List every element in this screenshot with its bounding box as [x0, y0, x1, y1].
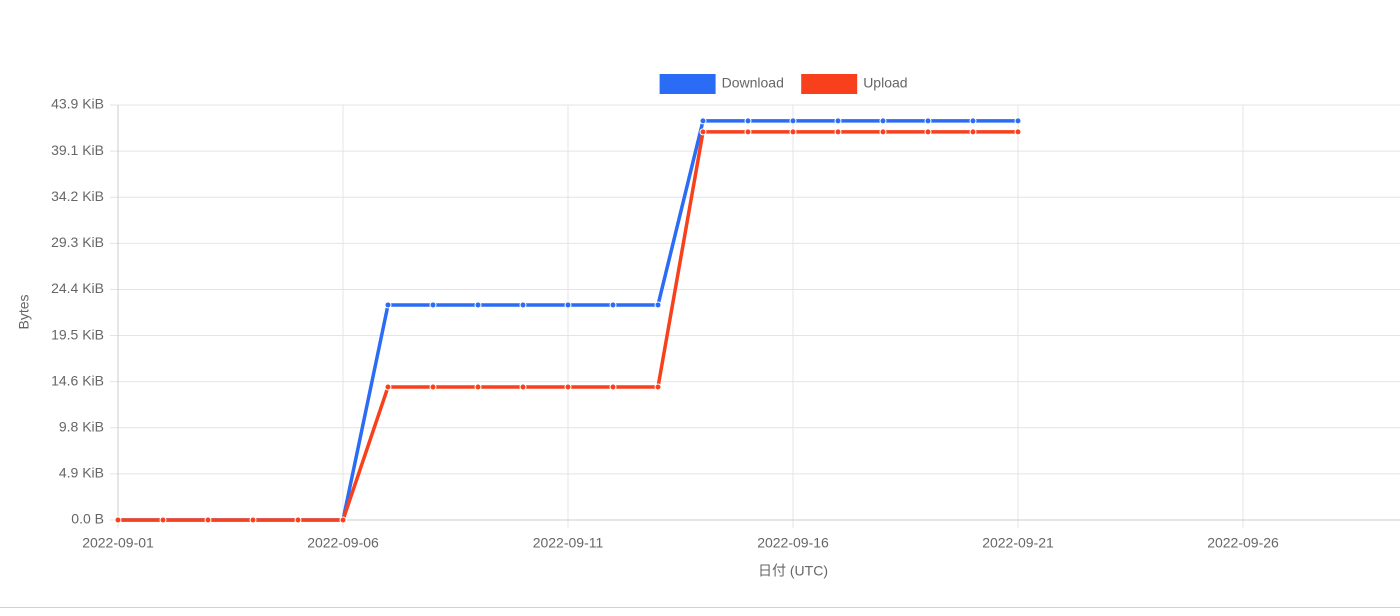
x-tick-label: 2022-09-01 — [82, 535, 154, 551]
y-tick-label: 4.9 KiB — [59, 465, 104, 481]
point — [339, 516, 347, 524]
y-tick-label: 34.2 KiB — [51, 188, 104, 204]
legend-label[interactable]: Upload — [863, 75, 907, 91]
point — [249, 516, 257, 524]
point — [1014, 128, 1022, 136]
point — [519, 383, 527, 391]
point — [654, 301, 662, 309]
point — [474, 301, 482, 309]
y-tick-label: 19.5 KiB — [51, 326, 104, 342]
point — [834, 128, 842, 136]
point — [429, 301, 437, 309]
legend-label[interactable]: Download — [722, 75, 784, 91]
point — [429, 383, 437, 391]
point — [609, 383, 617, 391]
point — [519, 301, 527, 309]
point — [564, 301, 572, 309]
point — [879, 117, 887, 125]
y-tick-label: 43.9 KiB — [51, 96, 104, 112]
x-tick-label: 2022-09-06 — [307, 535, 379, 551]
point — [699, 117, 707, 125]
y-tick-label: 39.1 KiB — [51, 142, 104, 158]
y-tick-label: 14.6 KiB — [51, 372, 104, 388]
point — [384, 301, 392, 309]
point — [744, 128, 752, 136]
point — [789, 117, 797, 125]
point — [114, 516, 122, 524]
point — [294, 516, 302, 524]
point — [159, 516, 167, 524]
legend-swatch[interactable] — [801, 74, 858, 94]
point — [969, 117, 977, 125]
point — [834, 117, 842, 125]
point — [789, 128, 797, 136]
legend-swatch[interactable] — [659, 74, 716, 94]
point — [924, 117, 932, 125]
x-tick-label: 2022-09-16 — [757, 535, 829, 551]
point — [654, 383, 662, 391]
y-tick-label: 0.0 B — [71, 511, 104, 527]
y-axis-title: Bytes — [16, 294, 32, 329]
point — [474, 383, 482, 391]
x-tick-label: 2022-09-26 — [1207, 535, 1279, 551]
point — [879, 128, 887, 136]
point — [1014, 117, 1022, 125]
point — [969, 128, 977, 136]
point — [699, 128, 707, 136]
point — [204, 516, 212, 524]
y-tick-label: 9.8 KiB — [59, 418, 104, 434]
point — [744, 117, 752, 125]
point — [609, 301, 617, 309]
x-axis-title: 日付 (UTC) — [758, 563, 828, 579]
x-tick-label: 2022-09-21 — [982, 535, 1054, 551]
y-tick-label: 24.4 KiB — [51, 280, 104, 296]
point — [384, 383, 392, 391]
x-tick-label: 2022-09-11 — [533, 535, 604, 551]
point — [564, 383, 572, 391]
point — [924, 128, 932, 136]
y-tick-label: 29.3 KiB — [51, 234, 104, 250]
